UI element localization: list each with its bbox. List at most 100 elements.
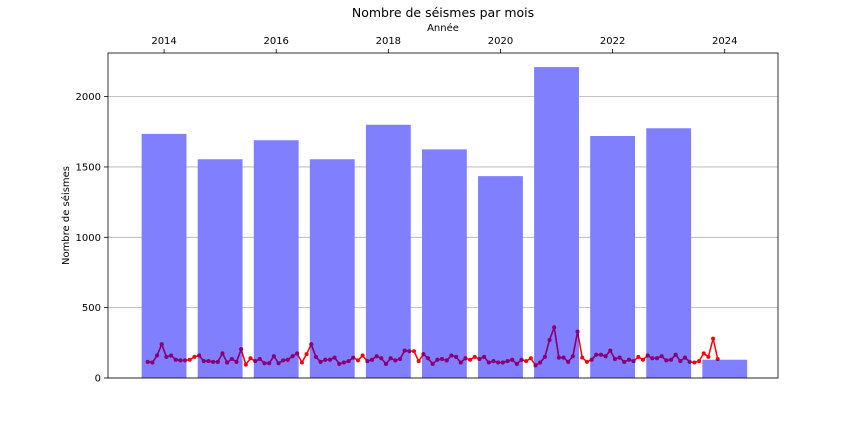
point-purple bbox=[234, 359, 239, 364]
point-purple bbox=[538, 360, 543, 365]
y-tick-label: 1000 bbox=[76, 233, 101, 244]
point-purple bbox=[449, 353, 454, 358]
point-red bbox=[192, 354, 197, 359]
point-purple bbox=[276, 361, 281, 366]
point-purple bbox=[510, 357, 515, 362]
bar bbox=[197, 159, 243, 378]
point-purple bbox=[669, 357, 674, 362]
point-purple bbox=[407, 349, 412, 354]
point-purple bbox=[402, 348, 407, 353]
bar bbox=[702, 359, 748, 378]
point-purple bbox=[426, 356, 431, 361]
point-purple bbox=[398, 357, 403, 362]
point-purple bbox=[262, 361, 267, 366]
point-purple bbox=[369, 357, 374, 362]
point-red bbox=[711, 336, 716, 341]
point-red bbox=[412, 349, 417, 354]
point-purple bbox=[155, 353, 160, 358]
point-purple bbox=[229, 357, 234, 362]
point-red bbox=[636, 354, 641, 359]
point-purple bbox=[440, 357, 445, 362]
point-red bbox=[528, 356, 533, 361]
point-red bbox=[701, 351, 706, 356]
point-purple bbox=[421, 352, 426, 357]
point-purple bbox=[239, 347, 244, 352]
point-red bbox=[640, 357, 645, 362]
bar bbox=[534, 67, 579, 378]
point-red bbox=[472, 354, 477, 359]
point-red bbox=[524, 359, 529, 364]
point-purple bbox=[458, 360, 463, 365]
point-purple bbox=[365, 359, 370, 364]
point-purple bbox=[337, 361, 342, 366]
point-purple bbox=[150, 360, 155, 365]
x-tick-label: 2018 bbox=[376, 36, 401, 47]
point-purple bbox=[645, 353, 650, 358]
point-purple bbox=[318, 359, 323, 364]
x-tick-label: 2020 bbox=[488, 36, 513, 47]
point-purple bbox=[650, 356, 655, 361]
point-purple bbox=[173, 357, 178, 362]
point-purple bbox=[622, 359, 627, 364]
point-purple bbox=[570, 354, 575, 359]
point-red bbox=[360, 353, 365, 358]
point-red bbox=[304, 352, 309, 357]
point-purple bbox=[654, 356, 659, 361]
point-purple bbox=[169, 353, 174, 358]
y-tick-label: 0 bbox=[95, 374, 101, 385]
point-red bbox=[692, 360, 697, 365]
point-red bbox=[416, 359, 421, 364]
point-purple bbox=[552, 325, 557, 330]
point-purple bbox=[533, 363, 538, 368]
point-red bbox=[355, 358, 360, 363]
x-tick-label: 2014 bbox=[151, 36, 176, 47]
point-red bbox=[299, 360, 304, 365]
point-purple bbox=[683, 355, 688, 360]
bar bbox=[590, 136, 636, 378]
point-purple bbox=[183, 358, 188, 363]
point-purple bbox=[626, 357, 631, 362]
point-purple bbox=[542, 354, 547, 359]
point-purple bbox=[500, 360, 505, 365]
point-purple bbox=[454, 354, 459, 359]
bar bbox=[478, 176, 523, 378]
point-purple bbox=[594, 352, 599, 357]
x-tick-label: 2022 bbox=[600, 36, 625, 47]
point-purple bbox=[486, 360, 491, 365]
point-purple bbox=[215, 359, 220, 364]
point-purple bbox=[327, 357, 332, 362]
point-purple bbox=[393, 358, 398, 363]
point-purple bbox=[145, 359, 150, 364]
point-red bbox=[697, 359, 702, 364]
point-purple bbox=[519, 357, 524, 362]
point-purple bbox=[374, 354, 379, 359]
point-purple bbox=[383, 361, 388, 366]
point-purple bbox=[201, 359, 206, 364]
point-purple bbox=[482, 354, 487, 359]
x-tick-label: 2024 bbox=[712, 36, 737, 47]
point-purple bbox=[659, 354, 664, 359]
point-purple bbox=[566, 359, 571, 364]
point-purple bbox=[225, 360, 230, 365]
point-purple bbox=[673, 352, 678, 357]
monthly-line-series bbox=[145, 324, 720, 368]
point-purple bbox=[323, 357, 328, 362]
y-tick-label: 1500 bbox=[76, 162, 101, 173]
point-purple bbox=[290, 354, 295, 359]
bar bbox=[309, 159, 355, 378]
x-tick-label: 2016 bbox=[263, 36, 288, 47]
bar-series bbox=[141, 67, 748, 378]
point-purple bbox=[313, 354, 318, 359]
point-purple bbox=[281, 358, 286, 363]
x-axis-top: 2014 2016 2018 2020 2022 2024 bbox=[151, 36, 737, 53]
point-purple bbox=[332, 355, 337, 360]
y-tick-label: 500 bbox=[82, 303, 101, 314]
plot-frame bbox=[107, 52, 779, 379]
point-purple bbox=[617, 355, 622, 360]
point-purple bbox=[295, 351, 300, 356]
point-purple bbox=[496, 360, 501, 365]
point-red bbox=[248, 356, 253, 361]
point-purple bbox=[257, 357, 262, 362]
point-red bbox=[243, 362, 248, 367]
point-purple bbox=[598, 352, 603, 357]
